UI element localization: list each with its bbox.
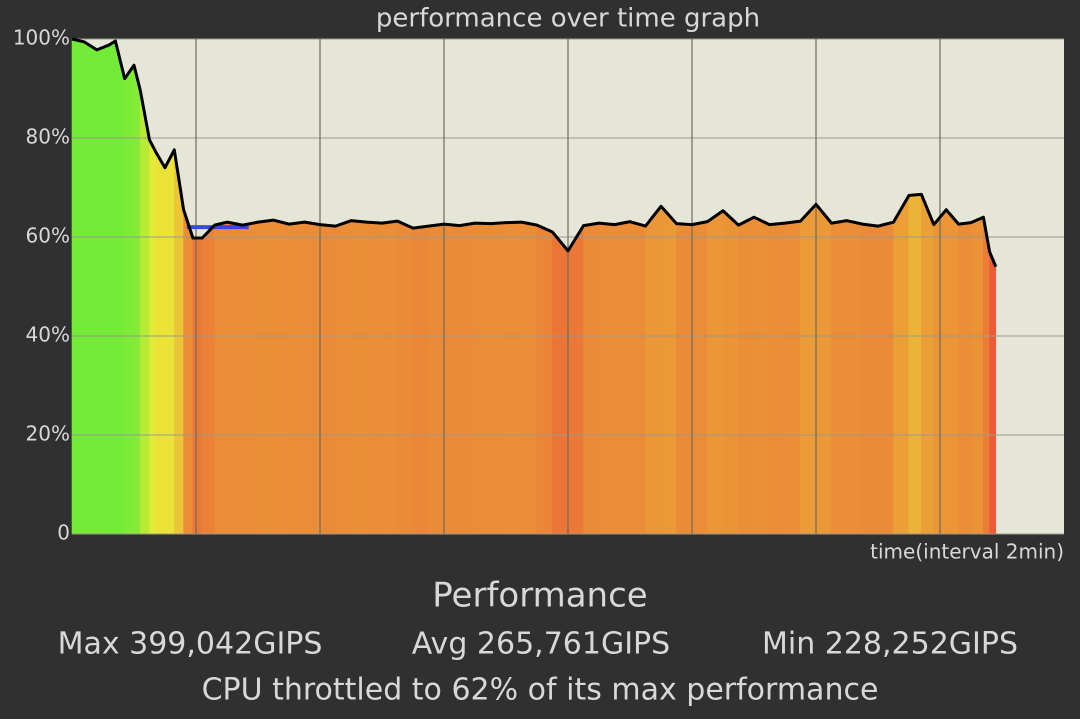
area-segment — [397, 220, 414, 535]
area-segment — [831, 220, 848, 535]
y-tick-label: 100% — [13, 26, 70, 50]
area-segment — [877, 221, 894, 535]
area-segment — [273, 219, 290, 535]
area-segment — [443, 223, 460, 535]
y-tick-label: 80% — [26, 125, 70, 149]
area-segment — [139, 89, 150, 535]
area-segment — [459, 222, 476, 535]
avg-stat: Avg 265,761GIPS — [412, 627, 670, 662]
area-segment — [660, 205, 677, 535]
area-segment — [738, 216, 755, 535]
area-segment — [84, 41, 98, 535]
area-segment — [319, 224, 336, 535]
area-segment — [108, 40, 116, 535]
area-segment — [149, 139, 156, 535]
max-stat: Max 399,042GIPS — [58, 627, 323, 662]
y-tick-label: 40% — [26, 323, 70, 347]
y-tick-label: 20% — [26, 422, 70, 446]
area-segment — [183, 209, 194, 535]
area-segment — [753, 216, 770, 535]
plot — [71, 37, 1064, 535]
area-segment — [335, 220, 352, 535]
area-segment — [983, 217, 990, 535]
area-segment — [893, 194, 910, 535]
area-segment — [707, 210, 724, 535]
area-segment — [428, 223, 445, 535]
area-segment — [815, 203, 832, 535]
area-segment — [945, 208, 959, 535]
area-segment — [676, 223, 693, 535]
area-segment — [921, 194, 935, 535]
area-segment — [257, 219, 274, 535]
area-segment — [567, 224, 584, 535]
area-segment — [124, 64, 135, 535]
area-segment — [769, 222, 786, 535]
stats-heading: Performance — [432, 576, 647, 616]
area-segment — [862, 223, 879, 535]
area-segment — [958, 222, 972, 535]
area-segment — [115, 40, 125, 535]
area-segment — [412, 225, 429, 535]
area-segment — [614, 221, 631, 535]
area-segment — [474, 222, 491, 535]
area-segment — [226, 221, 243, 535]
area-segment — [201, 224, 215, 535]
summary: CPU throttled to 62% of its max performa… — [202, 673, 879, 708]
area-segment — [71, 38, 85, 535]
area-segment — [164, 149, 175, 535]
chart-title: performance over time graph — [376, 4, 760, 34]
area-segment — [846, 220, 863, 535]
y-tick-label: 60% — [26, 224, 70, 248]
area-segment — [552, 231, 569, 535]
area-segment — [908, 194, 922, 535]
area-segment — [629, 221, 646, 535]
area-segment — [490, 222, 507, 535]
area-segment — [242, 221, 259, 535]
area-segment — [989, 251, 997, 535]
area-segment — [366, 221, 383, 535]
area-segment — [645, 205, 662, 535]
area-segment — [505, 221, 522, 535]
y-tick-label: 0 — [57, 521, 70, 545]
area-segment — [800, 203, 817, 535]
area-segment — [288, 221, 305, 535]
area-segment — [583, 222, 600, 535]
area-segment — [96, 44, 110, 535]
area-segment — [691, 221, 708, 535]
area-segment — [214, 221, 228, 535]
area-segment — [304, 221, 321, 535]
area-segment — [536, 224, 553, 535]
area-segment — [598, 222, 615, 535]
area-segment — [521, 221, 538, 535]
min-stat: Min 228,252GIPS — [762, 627, 1018, 662]
area-segment — [722, 210, 739, 535]
area-segment — [350, 220, 367, 535]
x-axis-label: time(interval 2min) — [870, 540, 1064, 564]
area-segment — [155, 150, 166, 535]
area-segment — [970, 216, 984, 535]
area-segment — [784, 220, 801, 535]
performance-line — [71, 37, 998, 268]
area-segment — [133, 65, 141, 535]
area-segment — [192, 237, 203, 535]
area-segment — [381, 220, 398, 535]
